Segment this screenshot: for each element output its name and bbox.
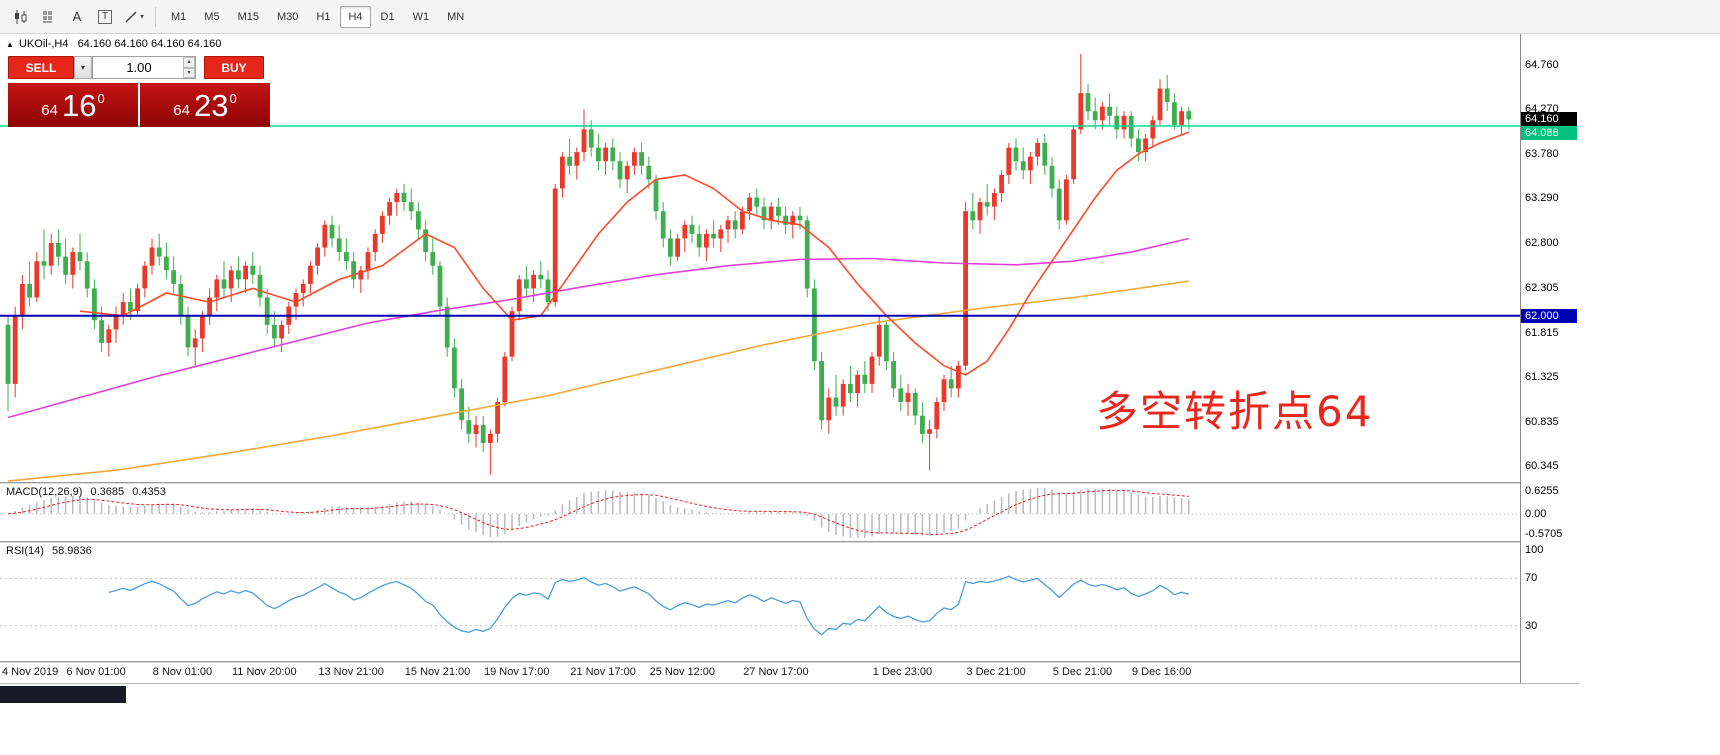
bid-pip-digit: 0 bbox=[97, 90, 105, 106]
tf-m5[interactable]: M5 bbox=[196, 6, 227, 28]
volume-field-wrap: ▴ ▾ bbox=[92, 56, 196, 79]
text-box-icon: T bbox=[97, 9, 113, 24]
macd-label: MACD(12,26,9) 0.3685 0.4353 bbox=[6, 486, 166, 498]
bid-group: 64 bbox=[41, 101, 58, 119]
price-badge: 62.000 bbox=[1521, 308, 1577, 323]
time-axis-label: 11 Nov 20:00 bbox=[232, 666, 297, 678]
price-badge: 64.160 bbox=[1521, 112, 1577, 127]
symbol-name: UKOil-,H4 bbox=[18, 38, 69, 50]
chart-annotation[interactable]: 多空转折点64 bbox=[1096, 387, 1374, 436]
grid-icon bbox=[43, 10, 52, 23]
chart-type-icon[interactable] bbox=[8, 5, 34, 29]
time-axis-label: 8 Nov 01:00 bbox=[152, 666, 213, 678]
tf-m15[interactable]: M15 bbox=[230, 6, 267, 28]
time-axis-label: 15 Nov 21:00 bbox=[404, 666, 471, 678]
main-candlestick-plot[interactable] bbox=[0, 34, 1520, 482]
time-axis-label: 4 Nov 2019 bbox=[2, 666, 59, 678]
rsi-label: RSI(14) 58.9836 bbox=[6, 545, 92, 557]
time-axis-label: 19 Nov 17:00 bbox=[484, 666, 550, 678]
tf-mn[interactable]: MN bbox=[439, 6, 472, 28]
price-tick: 60.835 bbox=[1525, 415, 1559, 428]
price-badge: 64.088 bbox=[1521, 126, 1577, 141]
one-click-trade-panel: SELL ▾ ▴ ▾ BUY bbox=[8, 56, 264, 79]
draw-tools-button[interactable]: ▾ bbox=[120, 5, 148, 29]
volume-input[interactable] bbox=[92, 56, 196, 79]
ohlc-values: 64.160 64.160 64.160 64.160 bbox=[77, 38, 222, 50]
macd-indicator-plot[interactable] bbox=[0, 484, 1520, 541]
price-axis[interactable]: 64.760 64.270 63.780 63.290 62.800 62.305 61.8… bbox=[1520, 34, 1579, 683]
time-axis-label: 3 Dec 21:00 bbox=[966, 666, 1026, 678]
rsi-value: 58.9836 bbox=[51, 545, 92, 557]
price-tick: 60.345 bbox=[1525, 460, 1559, 473]
toolbar-separator bbox=[155, 6, 157, 27]
bid-price-box[interactable]: 64 16 0 bbox=[8, 83, 138, 127]
tf-d1[interactable]: D1 bbox=[373, 6, 403, 28]
toolbar: A T ▾ M1 M5 M15 M30 H1 H4 D1 W1 MN bbox=[0, 0, 1720, 34]
panel-separator[interactable] bbox=[0, 661, 1578, 663]
price-tick: 64.760 bbox=[1525, 58, 1559, 71]
ask-price-box[interactable]: 64 23 0 bbox=[140, 83, 270, 127]
rsi-indicator-plot[interactable] bbox=[0, 543, 1520, 661]
tf-w1[interactable]: W1 bbox=[405, 6, 438, 28]
time-axis-label: 13 Nov 21:00 bbox=[318, 666, 384, 678]
tf-m1[interactable]: M1 bbox=[163, 6, 194, 28]
tf-h1[interactable]: H1 bbox=[308, 6, 338, 28]
tf-m30[interactable]: M30 bbox=[269, 6, 306, 28]
sell-button[interactable]: SELL bbox=[8, 56, 74, 79]
candles-svg bbox=[0, 54, 1520, 482]
text-tool-button[interactable]: A bbox=[64, 5, 90, 29]
spinner-down-icon[interactable]: ▾ bbox=[183, 67, 195, 78]
macd-name: MACD(12,26,9) bbox=[6, 486, 83, 498]
macd-tick: 0.6255 bbox=[1525, 485, 1559, 497]
volume-dropdown-button[interactable]: ▾ bbox=[74, 56, 92, 79]
trendline-icon bbox=[125, 10, 137, 23]
tf-h4[interactable]: H4 bbox=[340, 5, 371, 28]
rsi-name: RSI(14) bbox=[6, 545, 44, 557]
macd-svg bbox=[0, 487, 1520, 538]
ask-big-digits: 23 bbox=[193, 87, 229, 123]
panel-separator[interactable] bbox=[0, 482, 1578, 484]
price-tick: 61.325 bbox=[1525, 371, 1559, 384]
time-axis-label: 1 Dec 23:00 bbox=[872, 666, 933, 678]
text-tool-label: A bbox=[72, 9, 82, 24]
time-axis-label: 5 Dec 21:00 bbox=[1052, 666, 1113, 678]
macd-tick: -0.5705 bbox=[1525, 528, 1563, 540]
ask-group: 64 bbox=[173, 101, 190, 119]
price-tick: 63.290 bbox=[1525, 192, 1559, 205]
text-label-tool-button[interactable]: T bbox=[92, 5, 118, 29]
buy-button[interactable]: BUY bbox=[204, 56, 264, 79]
symbol-header: ▲ UKOil-,H4 64.160 64.160 64.160 64.160 bbox=[6, 38, 221, 50]
bid-ask-panel: 64 16 0 64 23 0 bbox=[8, 83, 272, 127]
panel-separator[interactable] bbox=[0, 541, 1578, 543]
price-tick: 61.815 bbox=[1525, 326, 1559, 339]
volume-spinner: ▴ ▾ bbox=[183, 57, 195, 78]
chart-window: ▲ UKOil-,H4 64.160 64.160 64.160 64.160 … bbox=[0, 34, 1579, 684]
time-axis-label: 27 Nov 17:00 bbox=[743, 666, 809, 678]
price-tick: 63.780 bbox=[1525, 147, 1559, 160]
chevron-down-icon: ▾ bbox=[140, 12, 145, 21]
indicators-icon[interactable] bbox=[36, 5, 62, 29]
bottom-left-tab[interactable] bbox=[0, 686, 126, 703]
bid-big-digits: 16 bbox=[61, 87, 97, 123]
price-tick: 62.800 bbox=[1525, 237, 1559, 249]
time-axis[interactable]: 4 Nov 2019 6 Nov 01:00 8 Nov 01:00 11 Nov 2… bbox=[0, 663, 1578, 682]
rsi-tick: 70 bbox=[1525, 572, 1538, 585]
rsi-tick: 30 bbox=[1525, 619, 1538, 632]
rsi-tick: 100 bbox=[1525, 544, 1544, 556]
macd-value-1: 0.3685 bbox=[90, 486, 125, 498]
chevron-down-icon: ▾ bbox=[80, 63, 85, 72]
time-axis-label: 25 Nov 12:00 bbox=[649, 666, 716, 678]
rsi-svg bbox=[0, 575, 1520, 636]
price-tick: 62.305 bbox=[1525, 281, 1559, 294]
time-axis-label: 9 Dec 16:00 bbox=[1132, 666, 1192, 678]
time-axis-label: 6 Nov 01:00 bbox=[66, 666, 126, 678]
symbol-arrow-icon[interactable]: ▲ bbox=[6, 40, 14, 49]
spinner-up-icon[interactable]: ▴ bbox=[183, 57, 195, 68]
candlestick-icon bbox=[15, 9, 27, 24]
macd-tick: 0.00 bbox=[1525, 507, 1547, 520]
macd-value-2: 0.4353 bbox=[132, 486, 166, 498]
time-axis-label: 21 Nov 17:00 bbox=[570, 666, 636, 678]
ask-pip-digit: 0 bbox=[229, 90, 237, 106]
